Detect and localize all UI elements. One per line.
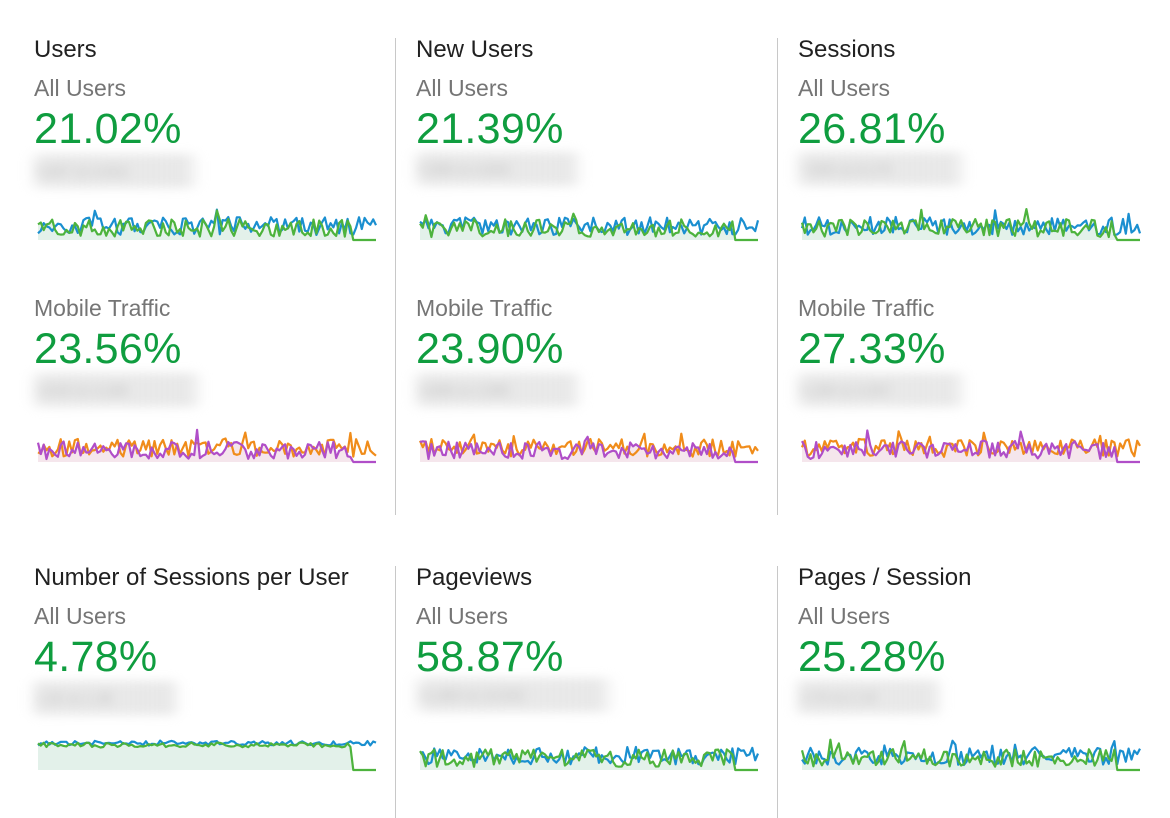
blurred-comparison: 5,947 vs 4,914 bbox=[26, 154, 202, 188]
sparkline-series-secondary bbox=[419, 212, 758, 242]
column-divider bbox=[777, 38, 778, 515]
segment-label: All Users bbox=[798, 603, 891, 629]
percent-change: 25.28% bbox=[798, 633, 946, 681]
sparkline-series-primary bbox=[801, 739, 1141, 767]
column-divider bbox=[395, 38, 396, 515]
comparison-values: 5,947 vs 4,914 bbox=[36, 163, 128, 179]
metric-card-users[interactable]: Users All Users 21.02% 5,947 vs 4,914 Mo… bbox=[26, 36, 384, 476]
percent-change: 27.33% bbox=[798, 325, 946, 373]
sparkline-chart bbox=[36, 428, 377, 464]
metric-title: Number of Sessions per User bbox=[34, 564, 349, 591]
segment-label: All Users bbox=[34, 75, 127, 101]
blurred-comparison: 2.74 vs 2.19 bbox=[790, 680, 946, 714]
sparkline-chart bbox=[418, 432, 759, 464]
sparkline-area bbox=[420, 213, 758, 240]
sparkline-area bbox=[38, 210, 376, 240]
segment-label: All Users bbox=[798, 75, 891, 101]
metric-title: Users bbox=[34, 36, 97, 63]
sparkline-area bbox=[38, 742, 376, 770]
segment-label: All Users bbox=[416, 75, 509, 101]
percent-change: 21.39% bbox=[416, 105, 564, 153]
comparison-values: 2.74 vs 2.19 bbox=[800, 689, 877, 705]
sparkline-series-secondary bbox=[419, 748, 758, 772]
blurred-comparison: 3,916 vs 3,169 bbox=[26, 373, 206, 407]
percent-change: 4.78% bbox=[34, 633, 158, 681]
segment-label: All Users bbox=[416, 603, 509, 629]
blurred-comparison: 1.32 vs 1.26 bbox=[26, 681, 184, 715]
segment-label: Mobile Traffic bbox=[798, 295, 935, 321]
sparkline-chart bbox=[37, 208, 377, 242]
sparkline-series-secondary bbox=[801, 429, 1140, 464]
percent-change: 21.02% bbox=[34, 105, 182, 153]
percent-change: 23.90% bbox=[416, 325, 564, 373]
comparison-values: 7,830 vs 6,175 bbox=[800, 161, 892, 177]
sparkline-chart bbox=[800, 738, 1141, 772]
sparkline-series-secondary bbox=[419, 435, 758, 464]
sparkline-series-secondary bbox=[37, 209, 376, 242]
sparkline-chart bbox=[37, 739, 377, 772]
metric-card-sessions[interactable]: Sessions All Users 26.81% 7,830 vs 6,175… bbox=[790, 36, 1148, 476]
sparkline-series-secondary bbox=[800, 738, 1140, 772]
comparison-values: 3,698 vs 2,985 bbox=[418, 382, 510, 398]
percent-change: 23.56% bbox=[34, 325, 182, 373]
metric-title: Pages / Session bbox=[798, 564, 972, 591]
metric-title: Sessions bbox=[798, 36, 896, 63]
sparkline-chart bbox=[800, 429, 1141, 464]
metric-card-new-users[interactable]: New Users All Users 21.39% 5,589 vs 4,60… bbox=[408, 36, 766, 476]
sparkline-chart bbox=[419, 745, 760, 772]
comparison-values: 5,589 vs 4,604 bbox=[418, 161, 510, 177]
sparkline-area bbox=[802, 209, 1140, 240]
metric-card-pages-per-session[interactable]: Pages / Session All Users 25.28% 2.74 vs… bbox=[790, 564, 1148, 794]
sparkline-series-secondary bbox=[37, 741, 376, 772]
percent-change: 58.87% bbox=[416, 633, 564, 681]
blurred-comparison: 7,830 vs 6,175 bbox=[790, 152, 970, 186]
metric-title: New Users bbox=[416, 36, 534, 63]
segment-label: Mobile Traffic bbox=[34, 295, 171, 321]
comparison-values: 1.32 vs 1.26 bbox=[36, 690, 113, 706]
sparkline-series-secondary bbox=[36, 428, 376, 464]
sparkline-series-primary bbox=[37, 739, 377, 747]
segment-label: Mobile Traffic bbox=[416, 295, 553, 321]
metric-card-sessions-per-user[interactable]: Number of Sessions per User All Users 4.… bbox=[26, 564, 384, 794]
metric-title: Pageviews bbox=[416, 564, 533, 591]
comparison-values: 5,166 vs 4,057 bbox=[800, 382, 892, 398]
comparison-values: 3,916 vs 3,169 bbox=[36, 382, 128, 398]
sparkline-chart bbox=[419, 212, 760, 242]
metric-card-pageviews[interactable]: Pageviews All Users 58.87% 21,483 vs 13,… bbox=[408, 564, 766, 794]
blurred-comparison: 3,698 vs 2,985 bbox=[408, 373, 586, 407]
segment-label: All Users bbox=[34, 603, 127, 629]
sparkline-chart bbox=[800, 207, 1142, 242]
blurred-comparison: 5,166 vs 4,057 bbox=[790, 373, 970, 407]
blurred-comparison: 21,483 vs 13,522 bbox=[408, 678, 618, 712]
comparison-values: 21,483 vs 13,522 bbox=[418, 687, 526, 703]
blurred-comparison: 5,589 vs 4,604 bbox=[408, 152, 586, 186]
percent-change: 26.81% bbox=[798, 105, 946, 153]
column-divider bbox=[395, 566, 396, 818]
column-divider bbox=[777, 566, 778, 818]
sparkline-series-secondary bbox=[800, 207, 1140, 242]
